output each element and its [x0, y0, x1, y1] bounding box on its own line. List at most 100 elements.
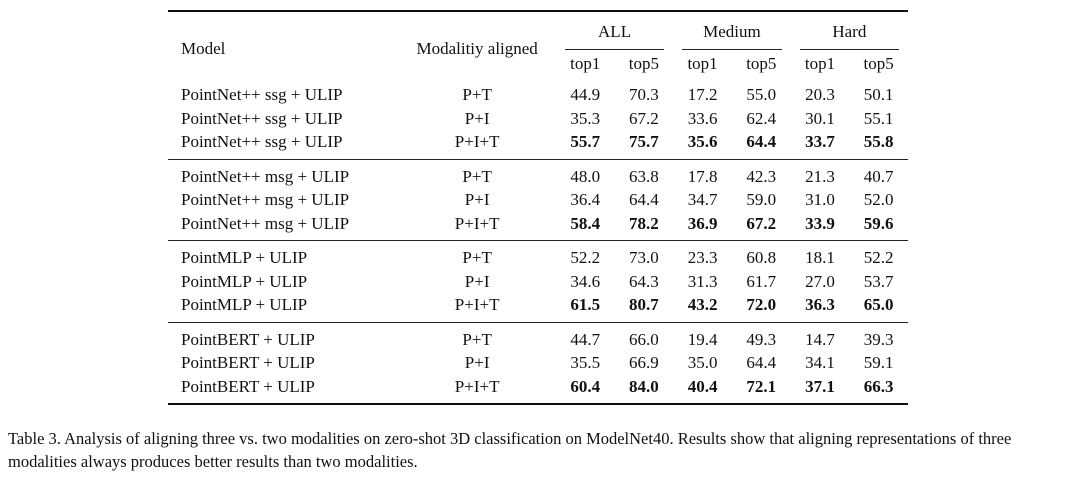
cell-value: 55.0	[746, 85, 777, 104]
header-metric: top5	[628, 54, 659, 74]
cell-modality: P+T	[398, 321, 556, 351]
table-row: PointMLP + ULIP P+I+T 61.5 80.7 43.2 72.0 36.3…	[168, 293, 908, 322]
cell-value: 62.4	[746, 108, 777, 128]
header-group-medium: Medium	[673, 11, 790, 50]
cell-value: 30.1	[805, 108, 835, 128]
cell-model: PointNet++ msg + ULIP	[168, 158, 399, 188]
cell-value: 55.1	[863, 108, 894, 128]
cell-value: 55.7	[570, 132, 601, 151]
cell-value: 23.3	[673, 240, 732, 270]
cell-model: PointNet++ ssg + ULIP	[181, 132, 343, 151]
cell-value: 66.9	[629, 353, 659, 372]
cell-modality: P+T	[462, 85, 492, 104]
cell-value: 40.7	[849, 158, 908, 188]
cell-model: PointNet++ ssg + ULIP	[181, 85, 343, 104]
table-row: PointBERT + ULIP P+T 44.7 66.0 19.4 49.3 14.7 3…	[168, 321, 908, 351]
header-metric: top5	[863, 54, 894, 74]
cell-value: 17.2	[687, 85, 718, 104]
cell-modality: P+I	[464, 108, 490, 128]
cell-modality: P+I	[464, 190, 490, 209]
cell-value: 63.8	[614, 158, 674, 188]
cell-value: 34.1	[805, 353, 835, 372]
cell-value: 34.6	[570, 271, 601, 291]
cell-value: 19.4	[673, 321, 732, 351]
cell-value: 34.7	[687, 190, 718, 209]
cell-value: 78.2	[629, 213, 659, 233]
cell-value: 61.7	[746, 271, 777, 291]
cell-value: 35.0	[687, 353, 718, 372]
cell-value: 64.4	[746, 353, 777, 372]
cell-value: 27.0	[805, 271, 835, 291]
cell-value: 36.9	[687, 213, 718, 233]
table-row: PointNet++ msg + ULIP P+I+T 58.4 78.2 36.9 67…	[168, 212, 908, 241]
header-row-metrics: top1 top5 top1 top5 top1 top5	[168, 50, 908, 78]
table-row: PointNet++ msg + ULIP P+T 48.0 63.8 17.8 42.3…	[168, 158, 908, 188]
header-modality: Modalitiy aligned	[416, 38, 538, 58]
cell-value: 31.0	[805, 190, 835, 209]
cell-value: 67.2	[629, 108, 659, 128]
cell-value: 73.0	[614, 240, 674, 270]
cell-value: 72.1	[746, 376, 777, 396]
cell-value: 35.6	[687, 132, 718, 151]
table-caption: Table 3. Analysis of aligning three vs. …	[8, 429, 1012, 471]
cell-value: 48.0	[555, 158, 615, 188]
header-metric: top5	[746, 54, 777, 74]
cell-value: 64.4	[746, 132, 777, 151]
table-body: PointNet++ ssg + ULIP P+T 44.9 70.3 17.2 55.0…	[168, 78, 908, 404]
header-model: Model	[181, 38, 226, 58]
table-row: PointNet++ ssg + ULIP P+I+T 55.7 75.7 35.6 64…	[168, 130, 908, 159]
cell-value: 58.4	[570, 213, 601, 233]
cell-modality: P+I	[464, 353, 490, 372]
header-metric: top1	[687, 54, 718, 74]
cell-value: 55.8	[863, 132, 894, 151]
cell-modality: P+T	[398, 240, 556, 270]
cell-value: 37.1	[805, 376, 835, 396]
table-row: PointNet++ ssg + ULIP P+T 44.9 70.3 17.2 55.0…	[168, 78, 908, 107]
cell-value: 42.3	[731, 158, 791, 188]
cell-value: 59.1	[863, 353, 894, 372]
cell-value: 80.7	[629, 295, 659, 314]
cell-value: 59.0	[746, 190, 777, 209]
cell-value: 66.0	[614, 321, 674, 351]
cell-value: 60.4	[570, 376, 601, 396]
header-group-all: ALL	[556, 11, 673, 50]
cell-value: 35.5	[570, 353, 601, 372]
cell-model: PointBERT + ULIP	[181, 353, 315, 372]
cell-value: 31.3	[687, 271, 718, 291]
cell-value: 65.0	[863, 295, 894, 314]
cell-value: 75.7	[629, 132, 659, 151]
header-group-label: Hard	[799, 20, 899, 50]
cell-model: PointMLP + ULIP	[168, 240, 399, 270]
header-metric: top1	[570, 54, 601, 74]
cell-value: 67.2	[746, 213, 777, 233]
cell-modality: P+I+T	[454, 213, 500, 233]
cell-value: 18.1	[790, 240, 850, 270]
table-row: PointNet++ msg + ULIP P+I 36.4 64.4 34.7 59.0…	[168, 188, 908, 212]
cell-modality: P+I	[464, 271, 490, 291]
cell-value: 64.4	[629, 190, 659, 209]
cell-value: 64.3	[629, 271, 659, 291]
table-row: PointMLP + ULIP P+T 52.2 73.0 23.3 60.8 18.1 52…	[168, 240, 908, 270]
table-row: PointNet++ ssg + ULIP P+I 35.3 67.2 33.6 62.4…	[168, 107, 908, 131]
cell-value: 60.8	[731, 240, 791, 270]
cell-model: PointNet++ msg + ULIP	[181, 213, 350, 233]
cell-model: PointMLP + ULIP	[181, 271, 308, 291]
cell-value: 33.7	[805, 132, 835, 151]
table-row: PointBERT + ULIP P+I+T 60.4 84.0 40.4 72.1 37.…	[168, 375, 908, 404]
header-group-label: ALL	[564, 20, 665, 50]
cell-value: 52.0	[863, 190, 894, 209]
cell-model: PointNet++ msg + ULIP	[181, 190, 350, 209]
header-group-hard: Hard	[791, 11, 908, 50]
cell-value: 84.0	[629, 376, 659, 396]
cell-value: 33.6	[687, 108, 718, 128]
cell-value: 49.3	[731, 321, 791, 351]
cell-model: PointBERT + ULIP	[181, 376, 315, 396]
cell-modality: P+I+T	[454, 376, 500, 396]
cell-value: 50.1	[863, 85, 894, 104]
header-row-groups: Model Modalitiy aligned ALL Medium Hard	[168, 11, 908, 58]
cell-value: 36.4	[570, 190, 601, 209]
cell-modality: P+I+T	[454, 132, 500, 151]
table-row: PointMLP + ULIP P+I 34.6 64.3 31.3 61.7 27.0 53…	[168, 270, 908, 294]
table-row: PointBERT + ULIP P+I 35.5 66.9 35.0 64.4 34.1 5…	[168, 351, 908, 375]
cell-value: 33.9	[805, 213, 835, 233]
